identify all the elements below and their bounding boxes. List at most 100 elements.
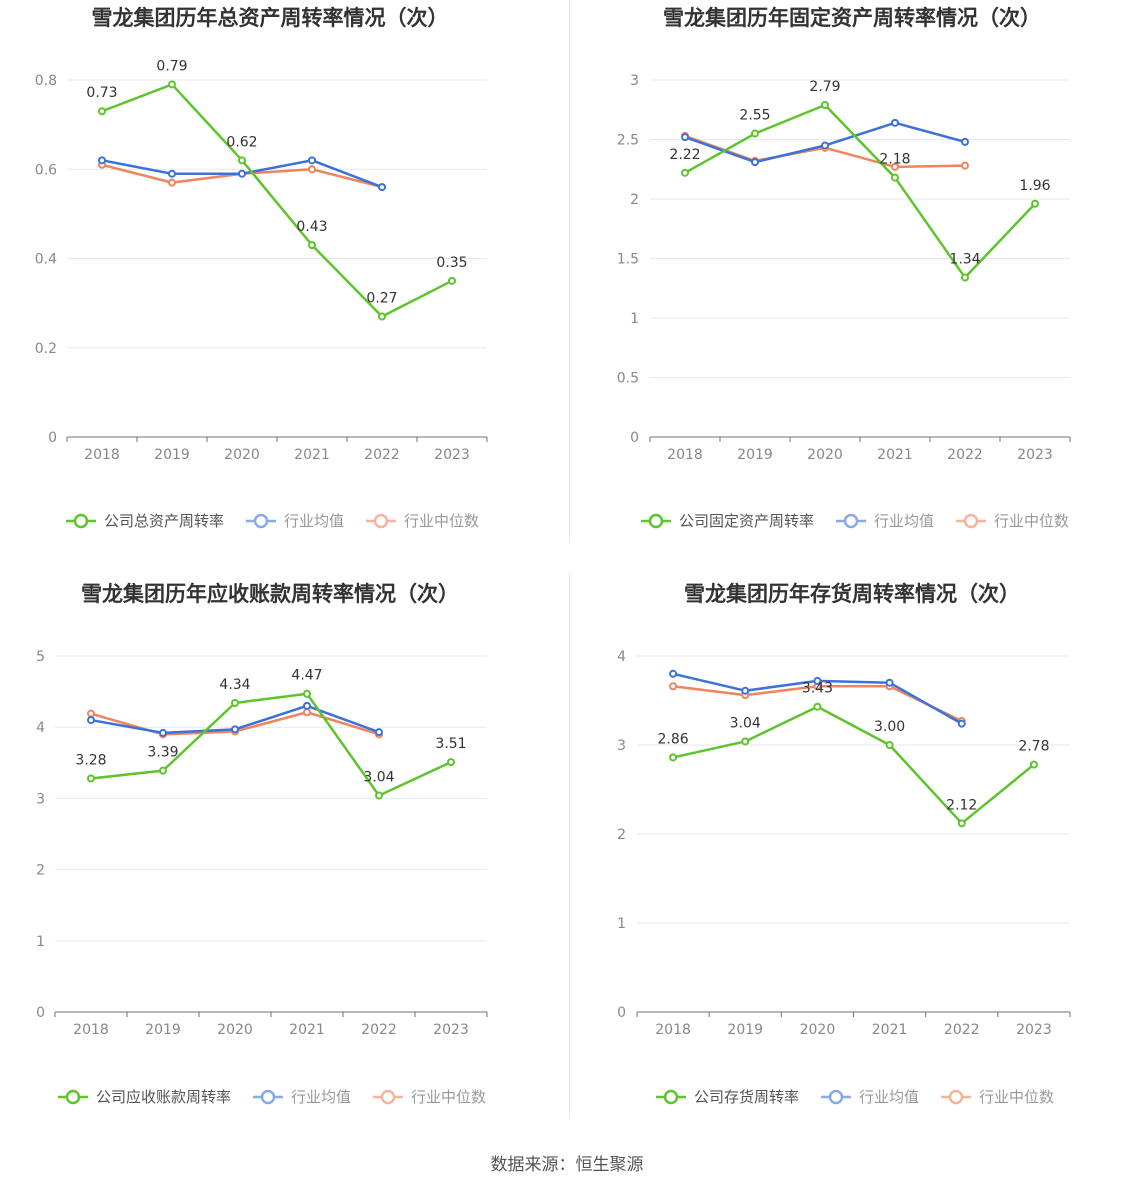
data-point-median [891,162,899,171]
data-point-company [669,753,678,762]
data-point-avg [821,141,829,150]
chart-title: 雪龙集团历年总资产周转率情况（次） [92,6,449,30]
y-tick-label: 0.8 [35,73,57,89]
data-label: 0.79 [156,58,187,74]
legend-item-avg[interactable]: 行业均值 [253,1088,351,1106]
y-tick-label: 0.5 [617,371,639,387]
data-label: 3.51 [435,736,466,752]
data-label: 2.18 [879,152,910,168]
y-tick-label: 3 [36,791,45,807]
legend-label: 公司存货周转率 [694,1088,799,1106]
x-tick-label: 2022 [361,1022,397,1038]
data-point-company [303,689,311,698]
legend-label: 公司总资产周转率 [104,512,224,530]
x-tick-label: 2018 [667,447,703,463]
y-tick-label: 0.2 [35,341,57,357]
x-tick-label: 2023 [1017,447,1053,463]
legend-label: 行业均值 [291,1088,351,1106]
y-tick-label: 2 [36,863,45,879]
data-label: 3.39 [147,745,178,761]
data-point-company [885,741,894,749]
x-tick-label: 2021 [877,447,913,463]
data-label: 4.47 [291,668,322,684]
data-label: 0.35 [436,255,467,271]
legend-item-median[interactable]: 行业中位数 [373,1088,486,1106]
y-tick-label: 1 [36,934,45,950]
x-tick-label: 2022 [947,447,983,463]
legend-item-median[interactable]: 行业中位数 [941,1088,1054,1106]
x-tick-label: 2018 [655,1022,691,1038]
legend-item-company[interactable]: 公司固定资产周转率 [641,512,814,530]
legend-label: 行业中位数 [979,1088,1054,1106]
x-tick-label: 2020 [800,1022,836,1038]
legend-item-avg[interactable]: 行业均值 [246,512,344,530]
data-label: 3.28 [75,752,106,768]
legend-circle-icon [253,513,269,529]
data-point-avg [961,137,969,146]
legend-label: 行业中位数 [404,512,479,530]
legend-circle-icon [663,1089,679,1105]
series-line-company [672,705,1035,825]
legend-item-avg[interactable]: 行业均值 [836,512,934,530]
x-tick-label: 2022 [944,1022,980,1038]
legend-item-median[interactable]: 行业中位数 [956,512,1069,530]
data-point-company [813,702,822,711]
series-line-company [90,692,452,797]
legend-item-avg[interactable]: 行业均值 [821,1088,919,1106]
data-point-company [448,276,456,285]
data-point-company [98,107,106,116]
data-point-avg [87,716,95,725]
data-label: 2.86 [657,731,688,747]
chart-title: 雪龙集团历年应收账款周转率情况（次） [81,582,459,606]
data-point-avg [741,686,750,695]
y-tick-label: 0 [48,430,57,446]
data-point-avg [238,169,246,178]
data-point-company [741,737,750,746]
y-tick-label: 1 [630,311,639,327]
legend-item-company[interactable]: 公司存货周转率 [656,1088,799,1106]
data-point-company [957,819,966,828]
y-tick-label: 0 [36,1005,45,1021]
data-label: 2.55 [739,108,770,124]
data-point-company [378,312,386,321]
data-point-company [159,766,167,775]
data-label: 0.73 [86,85,117,101]
data-point-avg [885,678,894,687]
y-tick-label: 0.6 [35,162,57,178]
data-label: 2.78 [1018,739,1049,755]
chart-title: 雪龙集团历年存货周转率情况（次） [684,582,1020,606]
data-point-company [375,791,383,800]
y-tick-label: 1.5 [617,252,639,268]
legend-circle-icon [828,1089,844,1105]
series-line-company [101,83,453,318]
x-tick-label: 2020 [807,447,843,463]
data-point-avg [378,183,386,192]
legend-item-median[interactable]: 行业中位数 [366,512,479,530]
y-tick-label: 4 [617,649,626,665]
x-tick-label: 2018 [73,1022,109,1038]
data-point-company [308,241,316,250]
data-point-avg [813,676,822,685]
legend-circle-icon [260,1089,276,1105]
legend-item-company[interactable]: 公司总资产周转率 [66,512,224,530]
legend-circle-icon [648,513,664,529]
legend-item-company[interactable]: 公司应收账款周转率 [58,1088,231,1106]
x-tick-label: 2019 [145,1022,181,1038]
legend-circle-icon [380,1089,396,1105]
data-label: 0.62 [226,134,257,150]
x-tick-label: 2018 [84,447,120,463]
data-source-note: 数据来源：恒生聚源 [490,1155,644,1175]
x-tick-label: 2021 [294,447,330,463]
data-point-company [87,774,95,783]
y-tick-label: 3 [630,73,639,89]
data-point-avg [308,156,316,165]
data-point-avg [957,719,966,728]
data-label: 2.79 [809,79,840,95]
data-point-company [681,168,689,177]
data-point-avg [751,158,759,167]
